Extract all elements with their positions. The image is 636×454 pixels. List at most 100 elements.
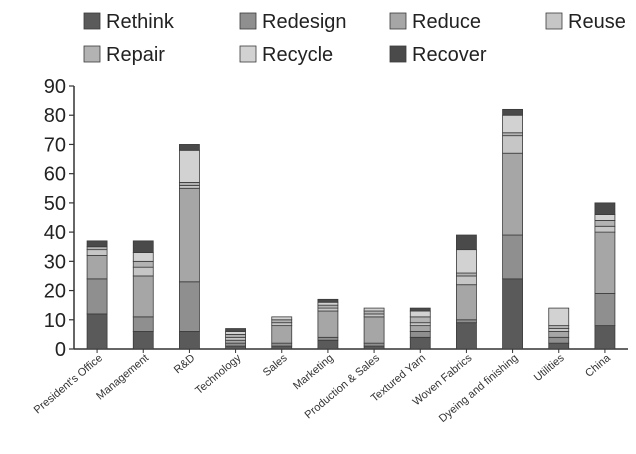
bars <box>86 108 616 350</box>
bar-segment-reuse <box>594 225 616 233</box>
bar-segment-reuse <box>502 135 523 154</box>
legend-swatch-repair <box>83 45 101 63</box>
bar-segment-redesign <box>86 278 108 315</box>
bar-segment-redesign <box>132 316 154 332</box>
bar-segment-rethink <box>317 339 339 350</box>
bar-segment-recover <box>409 307 431 312</box>
bar-segment-recycle <box>594 214 616 221</box>
bar-segment-repair <box>86 246 108 251</box>
bar-segment-rethink <box>456 322 477 350</box>
bar-segment-redesign <box>317 336 339 341</box>
axes <box>73 86 628 350</box>
bar-segment-recycle <box>271 316 293 321</box>
bar-segment-reuse <box>179 184 200 189</box>
bar-segment-reuse <box>225 336 246 341</box>
bar-segment-reuse <box>86 249 108 256</box>
bar-segment-recover <box>594 202 616 215</box>
bar-segment-rethink <box>271 345 293 350</box>
bar-segment-reduce <box>548 331 570 338</box>
bar-segment-reduce <box>86 255 108 280</box>
bar-segment-recover <box>502 108 523 116</box>
legend-swatch-recover <box>389 45 407 63</box>
bar-segment-reduce <box>409 325 431 332</box>
bar-segment-redesign <box>363 342 385 347</box>
bar-segment-recover <box>317 298 339 303</box>
legend-label-recycle: Recycle <box>262 44 333 66</box>
bar-segment-recycle <box>225 331 246 335</box>
bar-segment-reduce <box>363 316 385 344</box>
bar-segment-rethink <box>132 331 154 350</box>
y-tick-label: 80 <box>44 105 66 127</box>
legend-label-redesign: Redesign <box>262 11 347 33</box>
bar-segment-redesign <box>456 319 477 324</box>
y-tick-label: 60 <box>44 164 66 186</box>
legend: Rethink Redesign Reduce Reuse Repair Recycle R… <box>83 11 626 66</box>
y-tick-label: 10 <box>44 310 66 332</box>
bar-segment-repair <box>317 304 339 309</box>
bar-segment-repair <box>132 260 154 268</box>
bar-segment-recycle <box>456 249 477 274</box>
bar-segment-recycle <box>317 301 339 306</box>
bar-segment-reduce <box>456 284 477 321</box>
y-tick-label: 40 <box>44 222 66 244</box>
bar-segment-reduce <box>502 152 523 236</box>
y-ticks: 0 10 20 30 40 50 60 70 80 90 <box>44 76 74 361</box>
legend-label-reuse: Reuse <box>568 11 626 33</box>
bar-segment-repair <box>409 316 431 324</box>
bar-segment-repair <box>548 325 570 329</box>
y-tick-label: 30 <box>44 251 66 273</box>
y-tick-label: 0 <box>55 339 66 361</box>
y-tick-label: 70 <box>44 134 66 156</box>
x-tick-label: Dyeing and finishing <box>437 352 521 425</box>
bar-segment-redesign <box>548 336 570 344</box>
legend-swatch-recycle <box>239 45 257 63</box>
bar-segment-reduce <box>179 187 200 283</box>
bar-segment-redesign <box>225 342 246 347</box>
x-tick-label: China <box>583 352 613 380</box>
bar-segment-reuse <box>409 322 431 327</box>
bar-segment-reuse <box>317 307 339 312</box>
bar-segment-reuse <box>363 313 385 318</box>
bar-segment-rethink <box>363 345 385 350</box>
bar-segment-rethink <box>179 331 200 350</box>
legend-label-reduce: Reduce <box>412 11 481 33</box>
bar-segment-rethink <box>502 278 523 350</box>
bar-segment-recycle <box>132 252 154 262</box>
y-tick-label: 50 <box>44 193 66 215</box>
bar-segment-redesign <box>502 234 523 280</box>
bar-segment-repair <box>179 182 200 186</box>
bar-segment-reduce <box>594 231 616 294</box>
legend-label-repair: Repair <box>106 44 165 66</box>
bar-segment-recycle <box>502 114 523 134</box>
bar-segment-rethink <box>409 336 431 350</box>
bar-segment-recover <box>86 240 108 248</box>
bar-segment-repair <box>271 319 293 324</box>
y-tick-label: 20 <box>44 281 66 303</box>
bar-segment-recycle <box>409 310 431 318</box>
bar-segment-reduce <box>317 310 339 338</box>
bar-segment-rethink <box>594 325 616 350</box>
bar-segment-reduce <box>132 275 154 318</box>
bar-segment-rethink <box>86 313 108 350</box>
x-tick-label: Technology <box>193 352 244 397</box>
bar-segment-rethink <box>548 342 570 350</box>
legend-label-recover: Recover <box>412 44 487 66</box>
bar-segment-reduce <box>225 339 246 344</box>
legend-swatch-reduce <box>389 12 407 30</box>
bar-segment-redesign <box>409 331 431 338</box>
legend-swatch-redesign <box>239 12 257 30</box>
bar-segment-recover <box>456 234 477 251</box>
bar-segment-reuse <box>271 322 293 327</box>
x-tick-label: Utilities <box>532 352 567 384</box>
bar-segment-recover <box>179 144 200 151</box>
legend-swatch-rethink <box>83 12 101 30</box>
bar-segment-repair <box>502 132 523 137</box>
bar-segment-repair <box>456 272 477 277</box>
legend-swatch-reuse <box>545 12 563 30</box>
bar-segment-recover <box>225 328 246 332</box>
bar-segment-reduce <box>271 325 293 344</box>
bar-segment-recover <box>132 240 154 253</box>
bar-segment-recycle <box>548 307 570 327</box>
x-tick-label: President's Office <box>32 352 105 416</box>
